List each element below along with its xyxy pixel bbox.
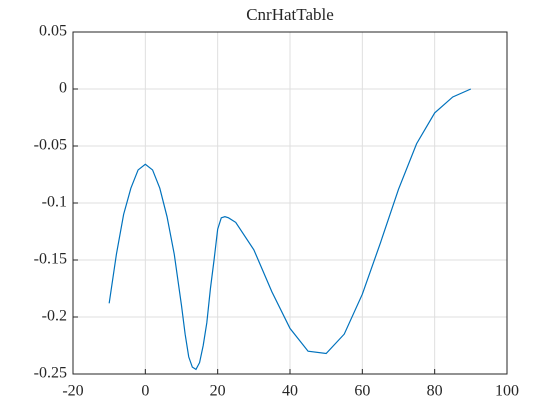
y-tick-label: -0.15 (34, 251, 67, 268)
x-tick-label: 0 (141, 383, 149, 400)
x-tick-label: 20 (210, 383, 226, 400)
y-tick-label: -0.2 (42, 308, 67, 325)
y-tick-label: -0.05 (34, 137, 67, 154)
chart-title: CnrHatTable (246, 5, 334, 24)
y-tick-label: -0.1 (42, 194, 67, 211)
x-tick-label: 80 (427, 383, 443, 400)
y-tick-label: -0.25 (34, 365, 67, 382)
x-tick-label: 40 (282, 383, 298, 400)
y-tick-label: 0.05 (39, 23, 67, 40)
x-tick-label: 60 (354, 383, 370, 400)
axes-box (72, 31, 508, 375)
x-tick-label: -20 (62, 383, 83, 400)
data-line (108, 88, 472, 371)
x-tick-label: 100 (495, 383, 519, 400)
y-tick-label: 0 (59, 80, 67, 97)
